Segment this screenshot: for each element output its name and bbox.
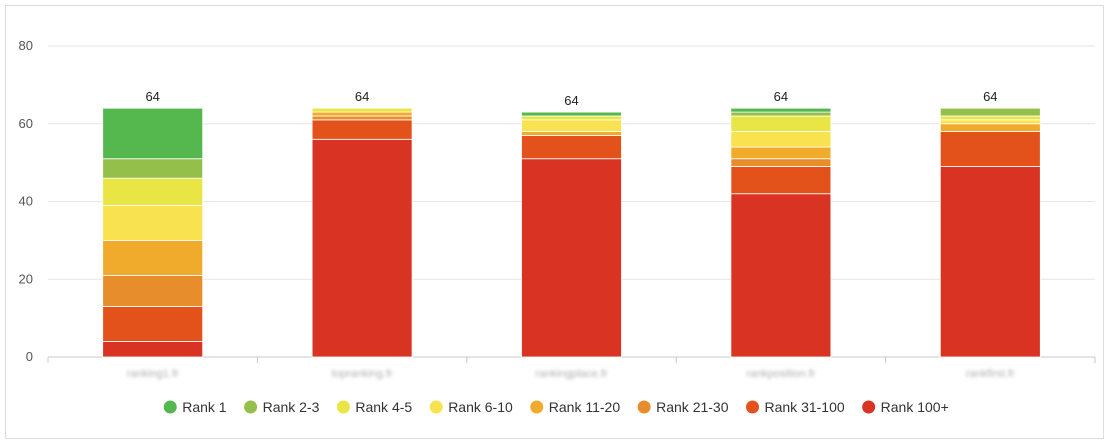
bar-segment-rank-11-20 — [102, 239, 204, 276]
bar-segment-rank-4-5 — [521, 115, 622, 121]
legend-label-rank-100-: Rank 100+ — [881, 399, 949, 415]
y-tick-label: 0 — [26, 349, 33, 364]
legend-label-rank-1: Rank 1 — [182, 399, 227, 415]
bar-segment-rank-1 — [102, 107, 204, 160]
bar-segment-rank-2-3 — [730, 111, 832, 117]
bar-segment-rank-31-100 — [730, 166, 832, 195]
bar-segment-rank-21-30 — [102, 274, 204, 307]
bar-segment-rank-21-30 — [311, 115, 413, 121]
bar-segment-rank-31-100 — [102, 306, 204, 342]
legend-marker-rank-31-100 — [746, 400, 760, 414]
legend-marker-rank-1 — [163, 400, 177, 414]
legend-label-rank-6-10: Rank 6-10 — [448, 399, 513, 415]
bar-segment-rank-11-20 — [521, 131, 622, 136]
legend-label-rank-2-3: Rank 2-3 — [263, 399, 320, 415]
bar-total-label: 64 — [355, 89, 369, 104]
x-category-label: ranking1.fr — [127, 368, 179, 380]
legend-marker-rank-21-30 — [637, 400, 651, 414]
legend-marker-rank-6-10 — [429, 400, 443, 414]
bar-segment-rank-31-100 — [311, 119, 413, 140]
bar-total-label: 64 — [774, 89, 788, 104]
bar-segment-rank-31-100 — [939, 131, 1041, 167]
y-tick-label: 80 — [19, 38, 33, 53]
bar-segment-rank-6-10 — [521, 119, 622, 132]
bar-segment-rank-6-10 — [102, 204, 204, 241]
bar-segment-rank-100- — [102, 341, 204, 358]
bar-total-label: 64 — [564, 93, 578, 108]
legend-marker-rank-11-20 — [530, 400, 544, 414]
x-category-label: rankfirst.fr — [966, 368, 1015, 380]
bar-segment-rank-11-20 — [730, 146, 832, 160]
x-category-label: rankingplace.fr — [535, 368, 607, 380]
bar-total-label: 64 — [983, 89, 997, 104]
legend-label-rank-31-100: Rank 31-100 — [765, 399, 845, 415]
bar-segment-rank-4-5 — [939, 115, 1041, 121]
bar-segment-rank-6-10 — [939, 119, 1041, 125]
bar-segment-rank-4-5 — [730, 115, 832, 132]
bar-segment-rank-21-30 — [730, 158, 832, 167]
legend-marker-rank-4-5 — [336, 400, 350, 414]
bar-segment-rank-4-5 — [311, 107, 413, 113]
legend-marker-rank-100- — [862, 400, 876, 414]
bar-segment-rank-2-3 — [102, 158, 204, 179]
bar-segment-rank-11-20 — [939, 123, 1041, 132]
bar-segment-rank-6-10 — [730, 131, 832, 148]
bar-segment-rank-31-100 — [521, 135, 622, 160]
bar-segment-rank-2-3 — [939, 107, 1041, 117]
bar-total-label: 64 — [145, 89, 159, 104]
x-category-label: rankposition.fr — [746, 368, 815, 380]
bar-segment-rank-1 — [730, 107, 832, 113]
bar-segment-rank-100- — [730, 193, 832, 358]
y-tick-label: 40 — [19, 194, 33, 209]
legend-label-rank-21-30: Rank 21-30 — [656, 399, 729, 415]
bar-segment-rank-11-20 — [311, 111, 413, 117]
bar-segment-rank-100- — [311, 138, 413, 358]
y-tick-label: 60 — [19, 116, 33, 131]
bar-segment-rank-100- — [939, 166, 1041, 358]
bar-segment-rank-100- — [521, 158, 622, 358]
bar-segment-rank-1 — [521, 111, 622, 117]
legend-label-rank-11-20: Rank 11-20 — [549, 399, 621, 415]
legend-label-rank-4-5: Rank 4-5 — [355, 399, 412, 415]
y-tick-label: 20 — [19, 271, 33, 286]
bar-segment-rank-4-5 — [102, 177, 204, 206]
legend-marker-rank-2-3 — [244, 400, 258, 414]
x-category-label: topranking.fr — [332, 368, 393, 380]
